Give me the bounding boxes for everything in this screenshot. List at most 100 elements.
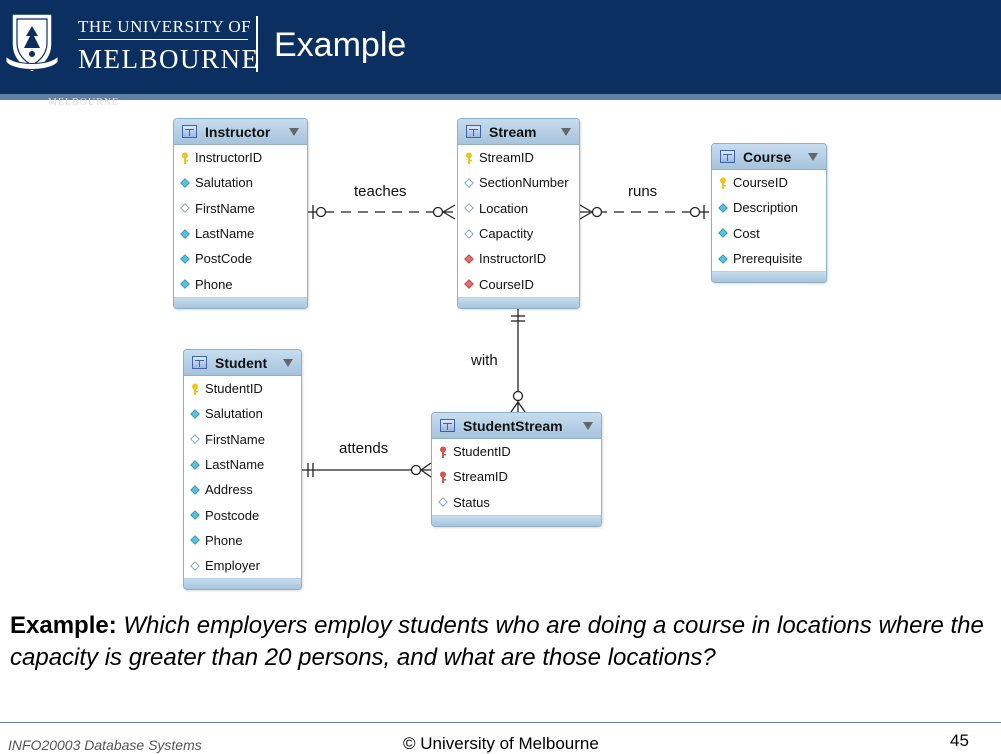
header-divider	[256, 16, 258, 72]
chevron-down-icon[interactable]	[808, 152, 818, 161]
entity-footer	[458, 296, 579, 308]
not-null-diamond-icon	[190, 535, 200, 546]
relationship-label-teaches: teaches	[354, 183, 407, 200]
university-name-line1: THE UNIVERSITY OF	[78, 17, 252, 36]
not-null-diamond-icon	[180, 178, 190, 188]
not-null-diamond-icon	[180, 228, 190, 239]
entity-course[interactable]: Course CourseID Description Cost Prerequisi…	[711, 143, 827, 284]
table-icon	[466, 125, 481, 138]
chevron-down-icon[interactable]	[561, 127, 571, 136]
attribute-name: InstructorID	[195, 150, 263, 166]
attribute-row[interactable]: Location	[458, 196, 579, 221]
university-name-line2: MELBOURNE	[78, 44, 260, 74]
attribute-row[interactable]: FirstName	[174, 196, 307, 221]
not-null-diamond-icon	[180, 253, 190, 264]
entity-instructor[interactable]: Instructor InstructorID Salutation FirstNa…	[173, 118, 308, 309]
table-icon	[192, 356, 207, 369]
attribute-row[interactable]: FirstName	[184, 427, 301, 452]
not-null-diamond-icon	[190, 484, 200, 495]
foreign-primary-key-icon	[438, 471, 448, 483]
foreign-key-diamond-icon	[464, 253, 474, 264]
attribute-name: FirstName	[205, 431, 265, 447]
entity-name: Instructor	[205, 123, 271, 140]
attribute-name: Salutation	[195, 175, 253, 191]
attribute-name: CourseID	[733, 175, 788, 191]
attribute-name: StreamID	[453, 469, 508, 485]
attribute-row[interactable]: Status	[432, 490, 601, 515]
entity-header: Instructor	[174, 119, 307, 145]
attribute-name: SectionNumber	[479, 175, 569, 191]
chevron-down-icon[interactable]	[283, 358, 293, 367]
attribute-row[interactable]: LastName	[184, 452, 301, 477]
not-null-diamond-icon	[718, 228, 728, 239]
attribute-row[interactable]: Salutation	[184, 401, 301, 426]
attribute-row[interactable]: Phone	[184, 528, 301, 553]
attribute-name: Cost	[733, 225, 760, 241]
attribute-row[interactable]: Capactity	[458, 221, 579, 246]
nullable-diamond-icon	[464, 178, 474, 188]
primary-key-icon	[190, 383, 200, 395]
entity-stream[interactable]: Stream StreamID SectionNumber Location Capa…	[457, 118, 580, 309]
table-icon	[720, 150, 735, 163]
entity-name: Course	[743, 148, 792, 165]
entity-header: Stream	[458, 119, 579, 145]
nullable-diamond-icon	[464, 203, 474, 214]
attribute-name: LastName	[205, 457, 265, 473]
attribute-row[interactable]: Cost	[712, 221, 826, 246]
attribute-row[interactable]: Description	[712, 195, 826, 220]
attribute-row[interactable]: Prerequisite	[712, 246, 826, 271]
entity-name: Student	[215, 354, 268, 371]
university-crest-icon	[5, 13, 59, 73]
attribute-row[interactable]: StudentID	[432, 439, 601, 464]
relationship-label-with: with	[471, 352, 498, 369]
not-null-diamond-icon	[718, 203, 728, 213]
entity-studentstream[interactable]: StudentStream StudentID StreamID Status	[431, 412, 602, 527]
attribute-name: Employer	[205, 558, 260, 574]
attribute-name: InstructorID	[479, 251, 547, 267]
attribute-name: StudentID	[453, 444, 511, 460]
foreign-key-diamond-icon	[464, 279, 474, 290]
attribute-name: Address	[205, 482, 253, 498]
entity-footer	[432, 514, 601, 526]
attribute-row[interactable]: InstructorID	[458, 246, 579, 271]
attribute-row[interactable]: CourseID	[458, 271, 579, 296]
primary-key-icon	[464, 152, 474, 164]
slide-header: THE UNIVERSITY OF MELBOURNE Example	[0, 0, 1001, 94]
attribute-row[interactable]: PostCode	[174, 246, 307, 271]
attribute-name: StudentID	[205, 381, 263, 397]
entity-header: Course	[712, 144, 826, 170]
attribute-name: Location	[479, 200, 529, 216]
attribute-row[interactable]: StreamID	[432, 464, 601, 489]
attribute-row[interactable]: Employer	[184, 553, 301, 578]
attribute-row[interactable]: Postcode	[184, 502, 301, 527]
entity-header: StudentStream	[432, 413, 601, 439]
attribute-name: Phone	[205, 532, 243, 548]
entity-name: Stream	[489, 123, 537, 140]
attribute-name: StreamID	[479, 150, 534, 166]
attribute-list: InstructorID Salutation FirstName LastName P…	[174, 145, 307, 297]
chevron-down-icon[interactable]	[583, 421, 593, 430]
attribute-row[interactable]: StreamID	[458, 145, 579, 170]
attribute-name: Postcode	[205, 507, 260, 523]
attribute-row[interactable]: InstructorID	[174, 145, 307, 170]
entity-student[interactable]: Student StudentID Salutation FirstName Last…	[183, 349, 302, 591]
attribute-row[interactable]: StudentID	[184, 376, 301, 401]
attribute-row[interactable]: Phone	[174, 271, 307, 296]
attribute-row[interactable]: CourseID	[712, 170, 826, 195]
question-text: Which employers employ students who are …	[10, 612, 984, 671]
ghost-watermark-text: MELBOURNE	[48, 97, 120, 108]
attribute-row[interactable]: LastName	[174, 221, 307, 246]
attribute-name: Capactity	[479, 226, 534, 242]
slide-title: Example	[274, 26, 407, 64]
attribute-row[interactable]: Address	[184, 477, 301, 502]
chevron-down-icon[interactable]	[289, 127, 299, 136]
attribute-row[interactable]: Salutation	[174, 170, 307, 195]
attribute-name: PostCode	[195, 251, 253, 267]
not-null-diamond-icon	[190, 409, 200, 419]
foreign-primary-key-icon	[438, 446, 448, 458]
attribute-row[interactable]: SectionNumber	[458, 170, 579, 195]
not-null-diamond-icon	[190, 510, 200, 521]
header-underline	[0, 94, 1001, 100]
entity-footer	[712, 271, 826, 283]
